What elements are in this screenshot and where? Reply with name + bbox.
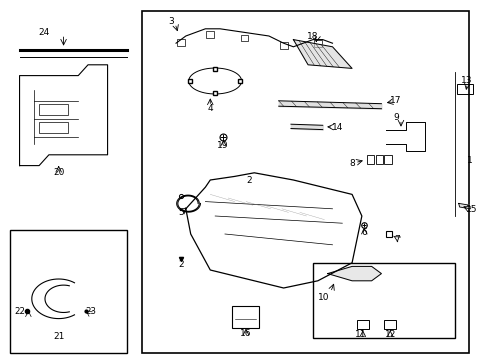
Bar [312,263,454,338]
Text: 5: 5 [178,208,183,217]
Bar [39,104,68,115]
Text: 4: 4 [207,104,213,113]
Polygon shape [293,40,351,68]
Bar [240,35,248,41]
Polygon shape [458,203,469,209]
Polygon shape [327,266,381,281]
Bar [279,42,287,49]
Text: 17: 17 [389,96,401,105]
Text: 24: 24 [38,28,50,37]
Bar [10,230,127,353]
Text: 1: 1 [466,156,471,165]
Text: 6: 6 [361,228,366,237]
Text: 16: 16 [240,328,251,338]
Text: 10: 10 [317,292,328,302]
Text: 11: 11 [354,330,366,338]
Text: 9: 9 [392,112,398,122]
Text: 14: 14 [331,123,343,132]
Text: 20: 20 [53,168,64,177]
Text: 22: 22 [14,307,25,316]
Bar [383,320,395,329]
Bar [366,155,373,164]
Bar [206,31,214,38]
Text: 18: 18 [306,32,318,41]
Text: 2: 2 [246,176,252,185]
Text: 7: 7 [393,235,399,244]
Text: 8: 8 [348,159,354,168]
Bar [356,320,368,329]
Text: 12: 12 [384,330,395,338]
Bar [39,122,68,133]
Bar [456,84,472,94]
Text: 3: 3 [168,17,174,26]
Bar [232,306,259,328]
Bar [384,155,391,164]
Bar [177,39,184,46]
Text: 21: 21 [53,332,64,341]
Bar [375,155,382,164]
Text: 23: 23 [85,307,96,316]
Text: 13: 13 [460,76,472,85]
Text: 15: 15 [465,205,477,214]
Bar [313,40,321,47]
Bar [142,11,468,353]
Text: 19: 19 [216,141,228,150]
Text: 2: 2 [178,260,183,269]
